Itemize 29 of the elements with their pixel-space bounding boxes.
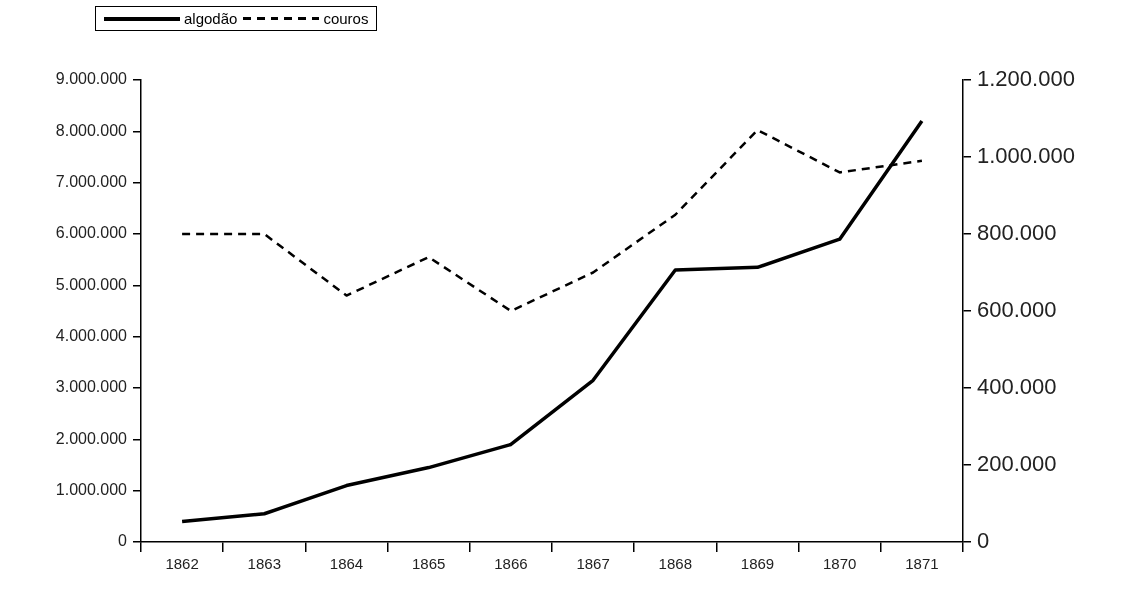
x-tick-label: 1865 (412, 555, 446, 573)
y2-tick-label: 800.000 (977, 220, 1057, 246)
y-tick-label: 8.000.000 (55, 121, 128, 139)
y2-tick-label: 400.000 (977, 374, 1057, 400)
y-tick-label: 0 (118, 532, 128, 550)
y-tick-label: 6.000.000 (55, 224, 128, 242)
y2-tick-label: 1.200.000 (977, 66, 1075, 92)
x-tick-label: 1864 (329, 555, 364, 573)
y-tick-label: 2.000.000 (55, 429, 128, 447)
y-tick-label: 7.000.000 (55, 173, 128, 191)
text: algodão (184, 10, 238, 27)
y-tick-label: 9.000.000 (55, 70, 128, 88)
legend-label: couros (323, 10, 369, 27)
y2-tick-label: 600.000 (977, 297, 1057, 323)
y-tick-label: 5.000.000 (55, 275, 128, 293)
y2-tick-label: 1.000.000 (977, 143, 1075, 169)
x-tick-label: 1868 (658, 555, 692, 573)
y-tick-label: 3.000.000 (55, 378, 128, 396)
x-tick-label: 1869 (740, 555, 775, 573)
y2-tick-label: 0 (977, 528, 990, 554)
x-tick-label: 1871 (905, 555, 939, 573)
x-tick-label: 1867 (576, 555, 610, 573)
y-tick-label: 1.000.000 (55, 481, 128, 499)
x-tick-label: 1863 (247, 555, 281, 573)
x-tick-label: 1862 (165, 555, 199, 573)
y-tick-label: 4.000.000 (55, 327, 128, 345)
x-tick-label: 1866 (494, 555, 528, 573)
y2-tick-label: 200.000 (977, 451, 1057, 477)
x-tick-label: 1870 (823, 555, 857, 573)
